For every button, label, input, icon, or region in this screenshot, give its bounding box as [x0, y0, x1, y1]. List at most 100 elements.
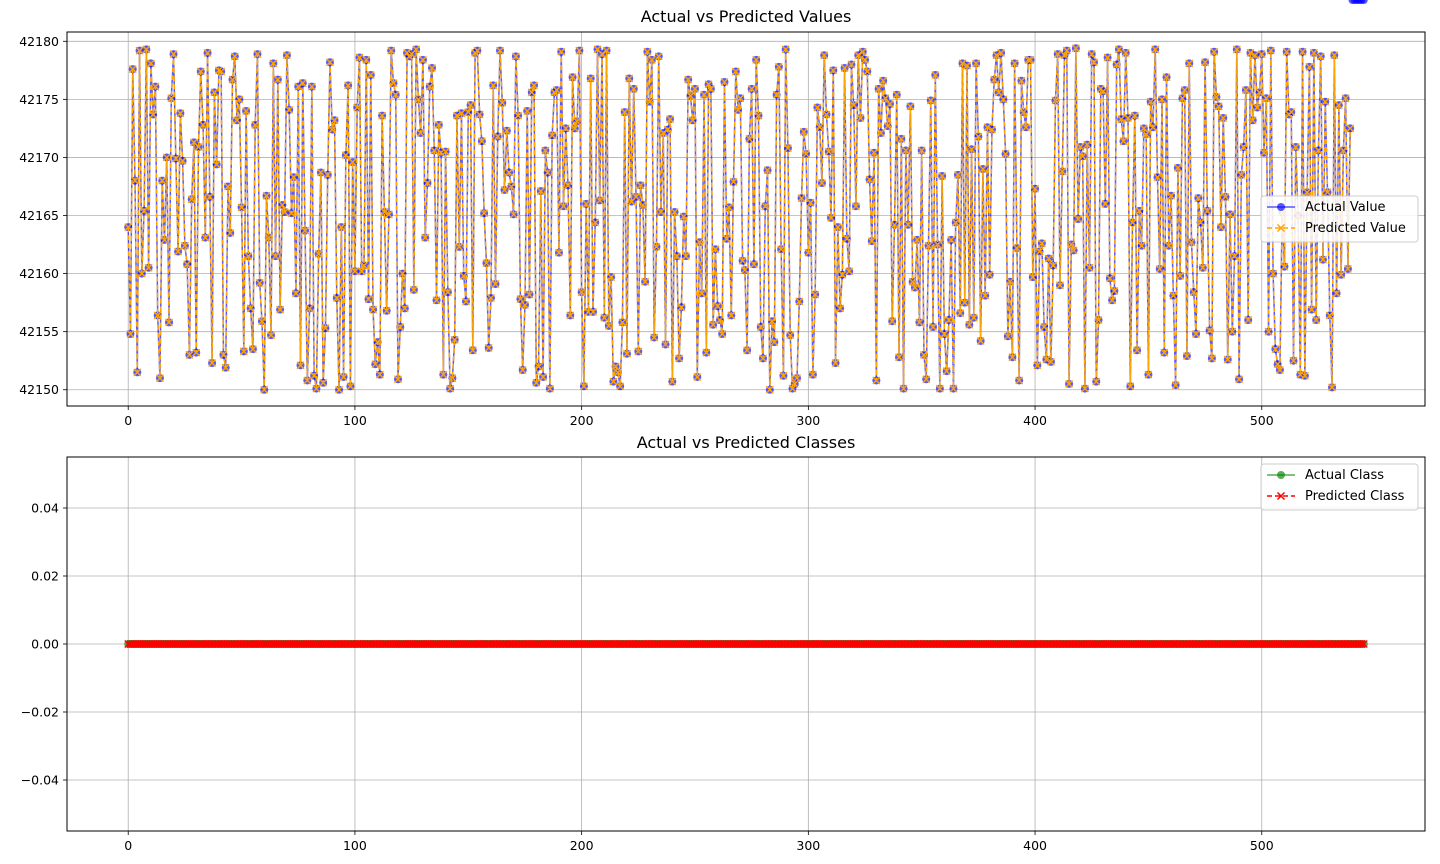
data-point: [307, 82, 316, 91]
data-point: [1291, 142, 1300, 151]
data-point: [700, 90, 709, 99]
data-point: [466, 101, 475, 110]
data-point: [353, 103, 362, 112]
data-point: [827, 213, 836, 222]
data-point: [953, 170, 962, 179]
data-point: [253, 50, 262, 59]
data-point: [974, 132, 983, 141]
data-point: [251, 120, 260, 129]
data-point: [536, 187, 545, 196]
data-point: [301, 226, 310, 235]
data-point: [1321, 97, 1330, 106]
data-point: [364, 295, 373, 304]
data-point: [1085, 263, 1094, 272]
data-point: [1287, 108, 1296, 117]
x-tick-label: 500: [1250, 413, 1274, 428]
data-point: [1006, 277, 1015, 286]
data-point: [641, 277, 650, 286]
data-point: [854, 51, 863, 60]
data-point: [511, 52, 520, 61]
data-point: [602, 46, 611, 55]
data-point: [264, 233, 273, 242]
data-point: [817, 178, 826, 187]
data-point: [409, 285, 418, 294]
data-point: [661, 340, 670, 349]
data-point: [772, 90, 781, 99]
data-point: [174, 247, 183, 256]
data-point: [314, 249, 323, 258]
data-point: [1028, 273, 1037, 282]
data-point: [1003, 332, 1012, 341]
data-point: [1273, 360, 1282, 369]
data-point: [1262, 94, 1271, 103]
data-point: [1117, 115, 1126, 124]
data-point: [659, 129, 668, 138]
data-point: [879, 76, 888, 85]
data-point: [396, 323, 405, 332]
data-point: [1071, 44, 1080, 53]
data-point: [194, 142, 203, 151]
data-point: [418, 55, 427, 64]
data-point: [654, 52, 663, 61]
plot-series: [124, 0, 1368, 394]
data-point: [881, 94, 890, 103]
data-point: [541, 146, 550, 155]
data-point: [1266, 46, 1275, 55]
data-point: [656, 208, 665, 217]
data-point: [960, 298, 969, 307]
chart-title: Actual vs Predicted Classes: [637, 433, 856, 452]
data-point: [851, 202, 860, 211]
data-point: [833, 223, 842, 232]
data-point: [1210, 47, 1219, 56]
data-point: [752, 55, 761, 64]
data-point: [978, 165, 987, 174]
data-point: [956, 309, 965, 318]
data-point: [1271, 345, 1280, 354]
data-point: [373, 338, 382, 347]
data-point: [1334, 101, 1343, 110]
data-point: [598, 50, 607, 59]
data-point: [965, 320, 974, 329]
data-point: [475, 110, 484, 119]
data-point: [312, 384, 321, 393]
data-point: [1099, 87, 1108, 96]
data-point: [933, 240, 942, 249]
plot-series: [124, 640, 1368, 648]
data-point: [845, 267, 854, 276]
data-point: [337, 223, 346, 232]
data-point: [899, 384, 908, 393]
data-point: [153, 311, 162, 320]
data-point: [743, 346, 752, 355]
data-point: [287, 209, 296, 218]
data-point: [1130, 111, 1139, 120]
x-tick-label: 0: [124, 413, 132, 428]
data-point: [1053, 50, 1062, 59]
data-point: [804, 248, 813, 257]
data-point: [820, 51, 829, 60]
data-point: [1280, 262, 1289, 271]
data-point: [124, 223, 133, 232]
data-point: [768, 317, 777, 326]
data-point: [561, 124, 570, 133]
data-point: [1001, 149, 1010, 158]
data-point: [518, 365, 527, 374]
data-point: [863, 67, 872, 76]
data-point: [915, 318, 924, 327]
data-point: [539, 372, 548, 381]
data-point: [722, 234, 731, 243]
data-point: [316, 168, 325, 177]
data-point: [530, 81, 539, 90]
data-point: [1037, 239, 1046, 248]
data-point: [452, 111, 461, 120]
data-point: [1201, 58, 1210, 67]
data-point: [1221, 192, 1230, 201]
data-point: [1135, 206, 1144, 215]
data-point: [151, 82, 160, 91]
data-point: [838, 270, 847, 279]
data-point: [255, 278, 264, 287]
data-point: [1155, 264, 1164, 273]
data-point: [668, 377, 677, 386]
data-point: [1300, 371, 1309, 380]
data-point: [230, 52, 239, 61]
data-point: [1042, 355, 1051, 364]
